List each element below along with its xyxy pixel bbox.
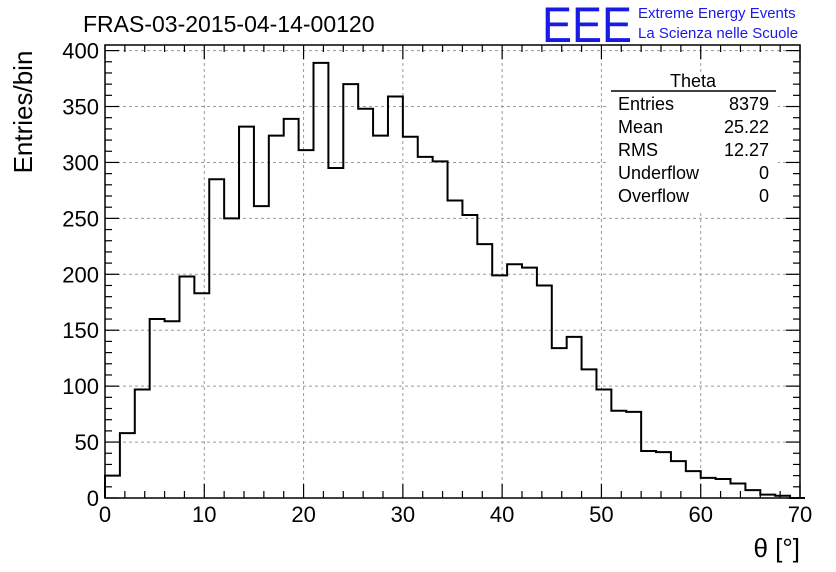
stats-row-label: RMS — [618, 140, 658, 160]
histogram-bin — [120, 433, 135, 498]
histogram-bin — [671, 461, 686, 498]
histogram-outline — [104, 61, 805, 499]
histogram-bin — [403, 137, 418, 498]
logo-letters: EEE — [542, 0, 632, 53]
histogram-bin — [745, 490, 760, 498]
y-tick-label: 300 — [62, 150, 99, 175]
histogram-bin — [582, 369, 597, 498]
histogram-bin — [507, 264, 522, 498]
histogram-bin — [418, 157, 433, 498]
histogram-bin — [373, 136, 388, 498]
histogram-bin — [194, 293, 209, 498]
stats-rows: Entries 8379 Mean 25.22 RMS 12.27 Underflow 0 Ov… — [618, 94, 769, 206]
stats-title: Theta — [670, 71, 717, 91]
histogram-bin — [716, 479, 731, 498]
x-axis-label: θ [°] — [753, 533, 800, 563]
logo-line-2: La Scienza nelle Scuole — [638, 25, 798, 42]
histogram-bin — [641, 451, 656, 498]
histogram-bin — [701, 478, 716, 498]
x-tick-label: 20 — [291, 502, 315, 527]
x-tick-label: 0 — [99, 502, 111, 527]
histogram-bin — [522, 268, 537, 498]
y-tick-label: 0 — [87, 486, 99, 511]
stats-row-value: 8379 — [729, 94, 769, 114]
x-tick-label: 60 — [688, 502, 712, 527]
y-tick-label: 400 — [62, 39, 99, 64]
y-tick-label: 200 — [62, 262, 99, 287]
histogram-bin — [596, 390, 611, 498]
stats-box: Theta Entries 8379 Mean 25.22 RMS 12.27 Underf… — [608, 71, 778, 210]
stats-row-label: Mean — [618, 117, 663, 137]
stats-row-label: Entries — [618, 94, 674, 114]
histogram-bin — [462, 215, 477, 498]
stats-row-value: 25.22 — [724, 117, 769, 137]
histogram-bin — [731, 483, 746, 498]
y-axis-label: Entries/bin — [8, 51, 38, 174]
histogram-bin — [567, 337, 582, 498]
histogram-bin — [314, 63, 329, 498]
x-tick-label: 50 — [589, 502, 613, 527]
histogram-bin — [537, 285, 552, 498]
histogram-bin — [433, 161, 448, 498]
histogram-bin — [448, 200, 463, 498]
eee-logo: EEE Extreme Energy Events La Scienza nel… — [542, 0, 798, 53]
x-tick-label: 70 — [788, 502, 812, 527]
histogram-bin — [686, 471, 701, 498]
histogram-bin — [254, 206, 269, 498]
histogram-bin — [179, 277, 194, 498]
plot-frame — [104, 44, 801, 499]
histogram-bin — [343, 84, 358, 498]
histogram-bars — [104, 61, 805, 499]
y-tick-labels: 0 50 100 150 200 250 300 350 400 — [62, 39, 99, 511]
x-tick-labels: 0 10 20 30 40 50 60 70 — [99, 502, 812, 527]
stats-row-value: 0 — [759, 163, 769, 183]
histogram-bin — [209, 179, 224, 498]
histogram-bin — [656, 452, 671, 498]
histogram-bin — [492, 275, 507, 498]
histogram-bin — [552, 348, 567, 498]
y-tick-label: 50 — [75, 430, 99, 455]
histogram-bin — [299, 150, 314, 498]
stats-row-value: 0 — [759, 186, 769, 206]
histogram-bin — [165, 321, 180, 498]
axis-ticks — [104, 45, 801, 499]
stats-row-label: Underflow — [618, 163, 700, 183]
histogram-bin — [388, 96, 403, 498]
y-tick-label: 250 — [62, 206, 99, 231]
x-tick-label: 30 — [391, 502, 415, 527]
histogram-bin — [239, 127, 254, 498]
grid-lines — [105, 45, 800, 498]
histogram-bin — [135, 390, 150, 498]
histogram-bin — [224, 218, 239, 498]
x-tick-label: 40 — [490, 502, 514, 527]
stats-row-label: Overflow — [618, 186, 690, 206]
histogram-bin — [328, 168, 343, 498]
y-tick-label: 150 — [62, 318, 99, 343]
logo-line-1: Extreme Energy Events — [638, 5, 796, 22]
histogram-bin — [477, 244, 492, 498]
y-tick-label: 350 — [62, 95, 99, 120]
run-title: FRAS-03-2015-04-14-00120 — [83, 11, 375, 37]
histogram-bin — [626, 412, 641, 498]
histogram-bin — [150, 319, 165, 498]
y-tick-label: 100 — [62, 374, 99, 399]
stats-box-background — [608, 75, 778, 210]
histogram-bin — [611, 411, 626, 498]
histogram-bin — [269, 136, 284, 498]
x-tick-label: 10 — [192, 502, 216, 527]
histogram-bin — [284, 119, 299, 498]
stats-row-value: 12.27 — [724, 140, 769, 160]
histogram-bin — [358, 109, 373, 498]
